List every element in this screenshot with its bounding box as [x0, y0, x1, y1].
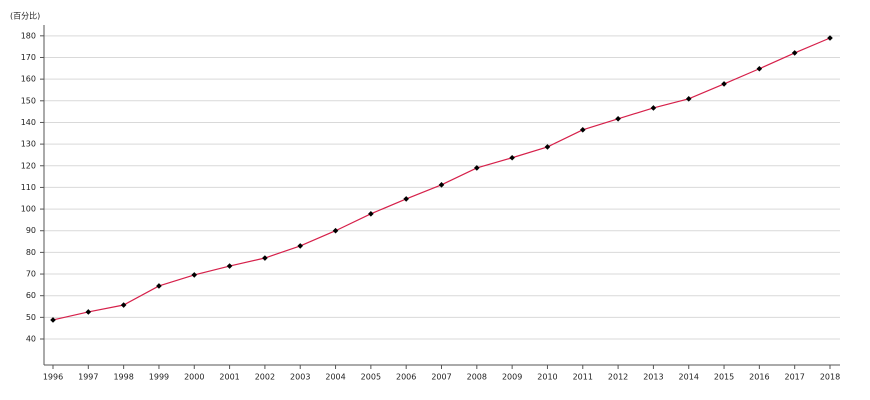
y-tick-label: 100	[21, 205, 36, 214]
y-tick-label: 110	[21, 183, 36, 192]
x-tick-label: 2010	[537, 373, 557, 382]
y-tick-label: 70	[26, 270, 36, 279]
x-tick-label: 2015	[714, 373, 734, 382]
x-tick-label: 2011	[573, 373, 593, 382]
x-tick-label: 2013	[643, 373, 663, 382]
data-marker	[403, 196, 409, 202]
data-marker	[297, 243, 304, 249]
data-marker	[791, 50, 798, 56]
y-tick-label: 50	[26, 313, 36, 322]
data-marker	[191, 272, 198, 278]
x-tick-label: 2001	[219, 373, 239, 382]
x-tick-label: 2012	[608, 373, 628, 382]
y-tick-label: 40	[26, 335, 36, 344]
x-tick-label: 2004	[325, 373, 345, 382]
x-tick-label: 2018	[820, 373, 840, 382]
data-marker	[368, 211, 374, 217]
x-tick-label: 2009	[502, 373, 522, 382]
x-tick-label: 2006	[396, 373, 416, 382]
data-marker	[756, 65, 763, 72]
x-tick-label: 1999	[149, 373, 169, 382]
y-tick-label: 90	[26, 226, 36, 235]
data-marker	[509, 154, 515, 161]
data-marker	[721, 81, 727, 87]
y-tick-label: 60	[26, 291, 36, 300]
y-tick-label: 180	[21, 31, 36, 40]
data-marker	[438, 182, 445, 188]
y-axis-label: (百分比)	[10, 11, 40, 21]
y-tick-label: 160	[21, 75, 36, 84]
x-tick-label: 2008	[467, 373, 487, 382]
data-marker	[156, 283, 162, 289]
y-tick-label: 140	[21, 118, 36, 127]
x-tick-label: 2003	[290, 373, 310, 382]
data-line	[52, 37, 831, 321]
data-marker	[827, 35, 833, 41]
data-marker	[579, 127, 586, 133]
y-tick-label: 120	[21, 161, 36, 170]
data-marker	[262, 255, 268, 261]
data-marker	[615, 115, 621, 122]
x-tick-label: 2014	[679, 373, 699, 382]
data-marker	[544, 144, 551, 150]
y-tick-label: 170	[21, 53, 36, 62]
data-marker	[650, 105, 657, 111]
data-marker	[474, 165, 480, 171]
x-tick-label: 2002	[255, 373, 275, 382]
data-marker	[120, 302, 127, 308]
x-tick-label: 2000	[184, 373, 204, 382]
data-marker	[685, 96, 692, 102]
y-tick-label: 80	[26, 248, 36, 257]
x-tick-label: 1996	[43, 373, 63, 382]
data-marker	[85, 309, 92, 315]
x-tick-label: 2017	[785, 373, 805, 382]
data-marker	[226, 263, 233, 269]
data-marker	[50, 317, 56, 323]
y-tick-label: 130	[21, 140, 36, 149]
x-tick-label: 2005	[361, 373, 381, 382]
x-tick-label: 1998	[113, 373, 133, 382]
x-tick-label: 2007	[431, 373, 451, 382]
x-tick-label: 1997	[78, 373, 98, 382]
x-tick-label: 2016	[749, 373, 769, 382]
data-marker	[332, 227, 339, 234]
y-tick-label: 150	[21, 96, 36, 105]
